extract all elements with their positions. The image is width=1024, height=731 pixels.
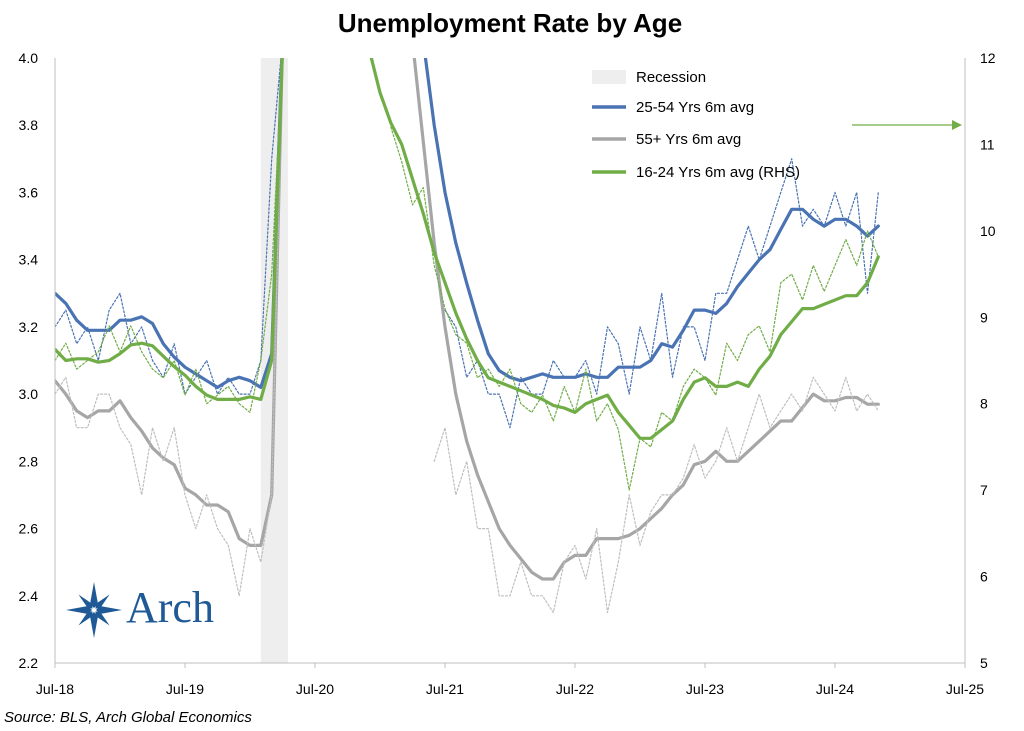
rhs-arrow	[852, 120, 962, 130]
y-right-tick-label: 7	[980, 482, 988, 498]
x-tick-label: Jul-24	[816, 681, 854, 697]
legend-label-older: 55+ Yrs 6m avg	[636, 131, 741, 148]
y-right-tick-label: 8	[980, 396, 988, 412]
y-right-tick-label: 12	[980, 50, 996, 66]
series-line-youth-seg1	[369, 58, 880, 440]
legend: Recession 25-54 Yrs 6m avg 55+ Yrs 6m av…	[592, 69, 800, 181]
chart-title: Unemployment Rate by Age	[338, 8, 682, 38]
legend-label-recession: Recession	[636, 69, 706, 86]
series-layer	[55, 58, 880, 614]
x-tick-label: Jul-18	[36, 681, 74, 697]
legend-label-prime: 25-54 Yrs 6m avg	[636, 99, 754, 116]
y-left-tick-label: 3.6	[19, 184, 39, 200]
y-left-tick-label: 3.0	[19, 386, 39, 402]
y-left-tick-label: 4.0	[19, 50, 39, 66]
y-right-tick-label: 10	[980, 223, 996, 239]
series-line-older-seg0	[55, 58, 284, 547]
x-tick-label: Jul-25	[946, 681, 984, 697]
y-right-tick-label: 5	[980, 655, 988, 671]
y-right-tick-label: 11	[980, 136, 995, 152]
series-line-youth-seg0	[55, 58, 284, 401]
x-tick-label: Jul-23	[686, 681, 724, 697]
series-line-prime-seg0	[55, 58, 284, 389]
series-line-older-monthly-seg1	[433, 376, 879, 614]
legend-label-youth: 16-24 Yrs 6m avg (RHS)	[636, 164, 800, 181]
series-line-prime-seg1	[423, 58, 880, 383]
arch-logo: Arch	[64, 578, 254, 642]
y-left-tick-label: 3.4	[19, 252, 39, 268]
arch-star-icon	[66, 582, 122, 638]
y-left-tick-label: 2.8	[19, 453, 39, 469]
y-left-tick-label: 3.2	[19, 319, 39, 335]
y-right-tick-label: 6	[980, 569, 988, 585]
series-line-youth-monthly-seg1	[390, 126, 879, 491]
series-line-older-seg1	[412, 58, 880, 581]
y-left-tick-label: 2.4	[19, 588, 39, 604]
x-tick-label: Jul-19	[166, 681, 204, 697]
axes-layer: 2.2 2.4 2.6 2.8 3.0 3.2 3.4 3.6 3.8 4.0 5 6 7 8 9 10 11 1…	[19, 50, 996, 697]
legend-swatch-recession	[592, 70, 626, 84]
y-left-tick-label: 2.6	[19, 521, 39, 537]
source-note: Source: BLS, Arch Global Economics	[4, 709, 252, 726]
x-tick-label: Jul-20	[296, 681, 334, 697]
x-tick-label: Jul-22	[556, 681, 594, 697]
series-line-older-monthly-seg0	[55, 58, 283, 597]
series-line-youth-monthly-seg0	[55, 58, 283, 413]
y-left-tick-label: 2.2	[19, 655, 39, 671]
x-tick-label: Jul-21	[426, 681, 464, 697]
arch-logo-text: Arch	[126, 583, 214, 632]
series-line-prime-monthly-seg0	[55, 58, 282, 395]
series-line-prime-monthly-seg1	[444, 158, 879, 429]
y-left-tick-label: 3.8	[19, 117, 39, 133]
y-right-tick-label: 9	[980, 309, 988, 325]
